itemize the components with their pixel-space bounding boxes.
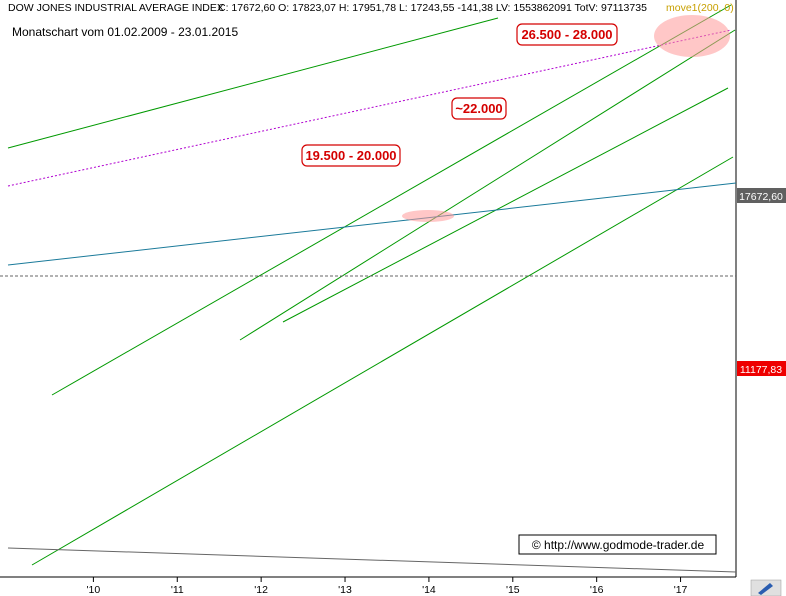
x-tick-label: '10 <box>87 584 101 596</box>
trend-lines <box>0 4 737 573</box>
x-tick-label: '16 <box>590 584 604 596</box>
x-tick-label: '17 <box>674 584 688 596</box>
chart-subtitle: Monatschart vom 01.02.2009 - 23.01.2015 <box>12 25 238 39</box>
annotation-target-high-text: 26.500 - 28.000 <box>521 27 612 42</box>
pencil-tool-icon[interactable] <box>750 579 782 596</box>
x-tick-label: '11 <box>171 584 184 596</box>
copyright-text: © http://www.godmode-trader.de <box>532 538 705 552</box>
ma-value-flag: 11177,83 <box>737 361 786 376</box>
last-price-flag: 17672,60 <box>737 188 786 203</box>
annotation-target-low-text: 19.500 - 20.000 <box>305 148 396 163</box>
indicator-label: move1(200, 0) <box>666 2 734 14</box>
highlight-ellipse-mid <box>402 210 454 222</box>
chart-title: DOW JONES INDUSTRIAL AVERAGE INDEX <box>8 2 224 14</box>
channel-line-short <box>239 29 736 341</box>
grey-base-line <box>7 547 737 573</box>
channel-line-middle <box>282 87 729 323</box>
annotation-target-mid: ~22.000 <box>451 97 507 120</box>
x-tick-label: '14 <box>422 584 436 596</box>
channel-line-lower <box>31 156 734 566</box>
purple-trend-line <box>7 29 732 187</box>
x-tick-label: '13 <box>338 584 352 596</box>
ma-value-flag-text: 11177,83 <box>740 364 782 376</box>
annotation-target-high: 26.500 - 28.000 <box>516 23 618 46</box>
annotation-target-mid-text: ~22.000 <box>455 101 502 116</box>
plot-area <box>0 0 736 577</box>
copyright-box: © http://www.godmode-trader.de <box>518 534 717 555</box>
x-axis: '10 '11 '12 '13 '14 '15 '16 '17 <box>87 577 688 596</box>
annotation-target-low: 19.500 - 20.000 <box>301 144 401 167</box>
x-tick-label: '15 <box>506 584 520 596</box>
channel-line-upper <box>51 4 732 396</box>
ohlc-stats: C: 17672,60 O: 17823,07 H: 17951,78 L: 1… <box>218 2 647 14</box>
x-tick-label: '12 <box>254 584 268 596</box>
channel-line-outer-upper <box>7 17 499 149</box>
y-axis-panel <box>736 0 786 577</box>
highlight-ellipse-top <box>654 15 730 57</box>
teal-trend-line <box>7 182 737 266</box>
last-price-flag-text: 17672,60 <box>739 191 783 203</box>
